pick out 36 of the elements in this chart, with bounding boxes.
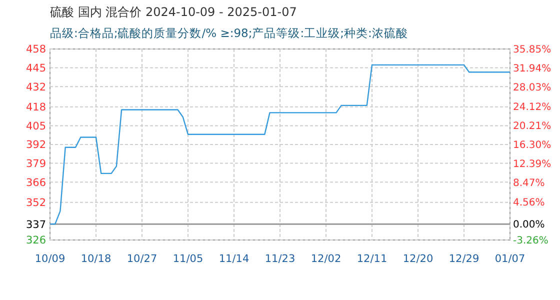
x-tick-label: 11/05 bbox=[172, 253, 204, 265]
y2-tick-label: 16.30% bbox=[513, 140, 552, 151]
x-tick-label: 11/14 bbox=[218, 253, 250, 265]
x-tick-label: 01/07 bbox=[494, 253, 526, 265]
y-tick-label: 392 bbox=[26, 139, 46, 152]
y-tick-label: 405 bbox=[26, 120, 46, 132]
x-tick-label: 10/18 bbox=[80, 253, 112, 265]
y-tick-label: 352 bbox=[26, 197, 46, 210]
y2-tick-label: 35.85% bbox=[513, 44, 552, 56]
y-tick-label: 337 bbox=[26, 218, 46, 231]
y-tick-label: 458 bbox=[26, 44, 46, 56]
x-tick-label: 10/09 bbox=[34, 253, 66, 265]
x-tick-label: 12/29 bbox=[448, 253, 480, 265]
x-tick-label: 12/20 bbox=[402, 253, 434, 265]
y-tick-label: 432 bbox=[26, 81, 46, 94]
chart-subtitle: 品级:合格品;硫酸的质量分数/% ≥:98;产品等级:工业级;种类:浓硫酸 bbox=[50, 26, 408, 40]
y-tick-label: 366 bbox=[26, 176, 46, 189]
y-tick-label: 445 bbox=[26, 62, 46, 74]
y2-tick-label: 20.21% bbox=[513, 120, 552, 132]
chart-title: 硫酸 国内 混合价 2024-10-09 - 2025-01-07 bbox=[50, 5, 297, 19]
y-tick-label: 379 bbox=[26, 158, 46, 170]
y2-tick-label: 24.12% bbox=[513, 102, 552, 113]
y-tick-label: 326 bbox=[26, 234, 46, 247]
y2-tick-label: 0.00% bbox=[513, 220, 545, 231]
x-tick-label: 10/27 bbox=[126, 253, 158, 265]
y2-tick-label: 12.39% bbox=[513, 159, 552, 170]
y2-tick-label: 28.03% bbox=[513, 82, 552, 94]
line-series bbox=[49, 64, 511, 225]
x-tick-label: 11/23 bbox=[264, 253, 296, 265]
y2-tick-label: 8.47% bbox=[513, 178, 545, 190]
y-tick-label: 418 bbox=[26, 102, 46, 114]
y2-tick-label: -3.26% bbox=[513, 236, 548, 246]
y2-tick-label: 4.56% bbox=[513, 197, 545, 208]
y2-tick-label: 31.94% bbox=[513, 64, 552, 75]
x-tick-label: 12/02 bbox=[310, 253, 342, 265]
x-tick-label: 12/11 bbox=[356, 253, 388, 265]
